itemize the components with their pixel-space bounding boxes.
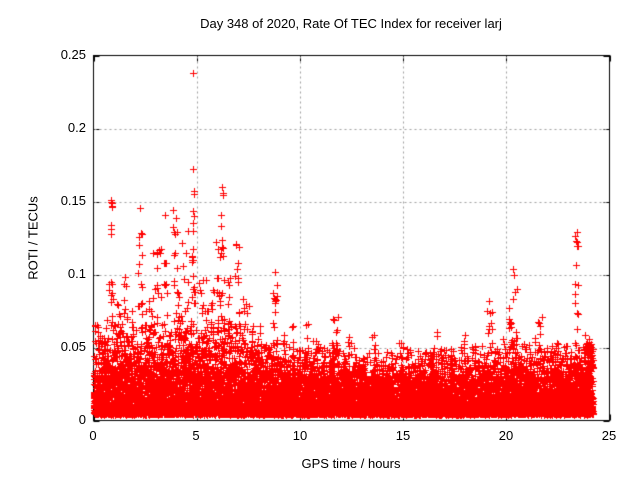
y-tick-label-005: 0.05 — [60, 339, 86, 354]
y-tick-label-0: 0 — [78, 412, 86, 427]
x-tick-label-15: 15 — [395, 428, 411, 443]
y-tick-label-015: 0.15 — [60, 193, 86, 208]
x-tick-label-20: 20 — [498, 428, 514, 443]
chart-title: Day 348 of 2020, Rate Of TEC Index for r… — [200, 16, 502, 31]
x-axis-label: GPS time / hours — [301, 456, 401, 471]
x-tick-label-5: 5 — [192, 428, 200, 443]
y-tick-label-01: 0.1 — [67, 266, 86, 281]
y-tick-label-025: 0.25 — [60, 47, 86, 62]
y-tick-label-02: 0.2 — [67, 120, 86, 135]
x-tick-label-25: 25 — [601, 428, 617, 443]
x-tick-label-10: 10 — [292, 428, 308, 443]
x-tick-label-0: 0 — [89, 428, 97, 443]
